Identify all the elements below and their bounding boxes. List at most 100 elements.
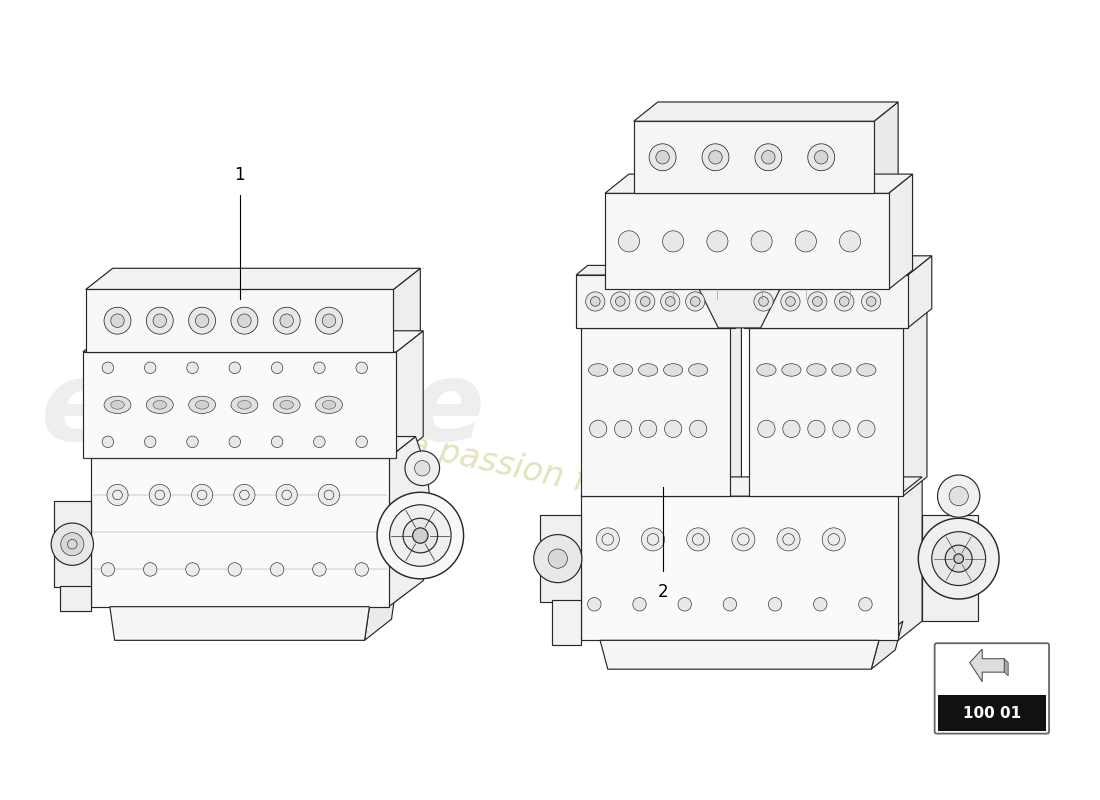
Polygon shape <box>749 328 903 496</box>
Circle shape <box>781 292 800 311</box>
Circle shape <box>686 528 710 551</box>
Circle shape <box>639 420 657 438</box>
Circle shape <box>690 420 707 438</box>
Circle shape <box>111 314 124 327</box>
Circle shape <box>949 486 968 506</box>
Circle shape <box>587 598 601 611</box>
Circle shape <box>312 562 326 576</box>
Circle shape <box>187 436 198 447</box>
Circle shape <box>807 420 825 438</box>
Polygon shape <box>601 640 879 669</box>
Circle shape <box>751 231 772 252</box>
Ellipse shape <box>146 396 174 414</box>
Ellipse shape <box>231 396 257 414</box>
Circle shape <box>761 150 776 164</box>
Ellipse shape <box>857 364 876 376</box>
Circle shape <box>585 292 605 311</box>
Polygon shape <box>581 328 730 496</box>
Circle shape <box>835 292 854 311</box>
Polygon shape <box>634 102 898 122</box>
Circle shape <box>228 562 242 576</box>
Ellipse shape <box>153 401 166 409</box>
Ellipse shape <box>104 396 131 414</box>
Ellipse shape <box>111 401 124 409</box>
Polygon shape <box>388 437 416 606</box>
Circle shape <box>641 528 664 551</box>
Polygon shape <box>540 515 581 602</box>
Ellipse shape <box>280 401 294 409</box>
Text: 2: 2 <box>658 582 668 601</box>
Circle shape <box>785 297 795 306</box>
Circle shape <box>534 534 582 582</box>
Circle shape <box>102 436 113 447</box>
Circle shape <box>616 297 625 306</box>
Polygon shape <box>922 515 978 621</box>
Circle shape <box>234 484 255 506</box>
Circle shape <box>229 436 241 447</box>
Ellipse shape <box>316 396 342 414</box>
Circle shape <box>777 528 800 551</box>
Circle shape <box>280 314 294 327</box>
Circle shape <box>858 420 874 438</box>
Circle shape <box>954 554 964 563</box>
Circle shape <box>590 420 607 438</box>
Circle shape <box>144 362 156 374</box>
Circle shape <box>615 420 631 438</box>
Circle shape <box>662 231 684 252</box>
Circle shape <box>150 484 170 506</box>
Ellipse shape <box>806 364 826 376</box>
Circle shape <box>322 314 335 327</box>
Polygon shape <box>730 318 741 496</box>
Circle shape <box>649 144 676 170</box>
Circle shape <box>188 307 216 334</box>
Polygon shape <box>576 266 746 275</box>
Ellipse shape <box>639 364 658 376</box>
Circle shape <box>754 292 773 311</box>
Circle shape <box>839 297 849 306</box>
Ellipse shape <box>196 401 209 409</box>
Circle shape <box>355 562 368 576</box>
Circle shape <box>153 314 166 327</box>
Circle shape <box>104 307 131 334</box>
Circle shape <box>356 362 367 374</box>
Text: a passion for: a passion for <box>405 429 622 506</box>
Circle shape <box>389 505 451 566</box>
Polygon shape <box>908 256 932 328</box>
Polygon shape <box>581 496 898 640</box>
Circle shape <box>839 231 860 252</box>
Circle shape <box>314 362 326 374</box>
Polygon shape <box>364 586 396 640</box>
Text: 100 01: 100 01 <box>962 706 1021 721</box>
Circle shape <box>146 307 174 334</box>
Circle shape <box>707 231 728 252</box>
Polygon shape <box>634 122 874 194</box>
Polygon shape <box>605 174 913 194</box>
Polygon shape <box>82 330 424 352</box>
Circle shape <box>618 231 639 252</box>
Bar <box>937 695 1046 730</box>
FancyBboxPatch shape <box>935 643 1049 734</box>
Circle shape <box>656 150 669 164</box>
Polygon shape <box>394 268 420 352</box>
Polygon shape <box>82 352 396 458</box>
Circle shape <box>702 144 729 170</box>
Polygon shape <box>605 194 889 290</box>
Polygon shape <box>874 102 898 194</box>
Circle shape <box>405 451 440 486</box>
Circle shape <box>276 484 297 506</box>
Circle shape <box>186 562 199 576</box>
Circle shape <box>196 314 209 327</box>
Ellipse shape <box>689 364 707 376</box>
Circle shape <box>795 231 816 252</box>
Polygon shape <box>745 275 908 328</box>
Polygon shape <box>86 290 394 352</box>
Polygon shape <box>576 275 735 328</box>
Circle shape <box>632 598 646 611</box>
Circle shape <box>814 598 827 611</box>
Polygon shape <box>59 586 90 611</box>
Circle shape <box>318 484 340 506</box>
Circle shape <box>755 144 782 170</box>
Circle shape <box>945 545 972 572</box>
Circle shape <box>102 362 113 374</box>
Circle shape <box>415 461 430 476</box>
